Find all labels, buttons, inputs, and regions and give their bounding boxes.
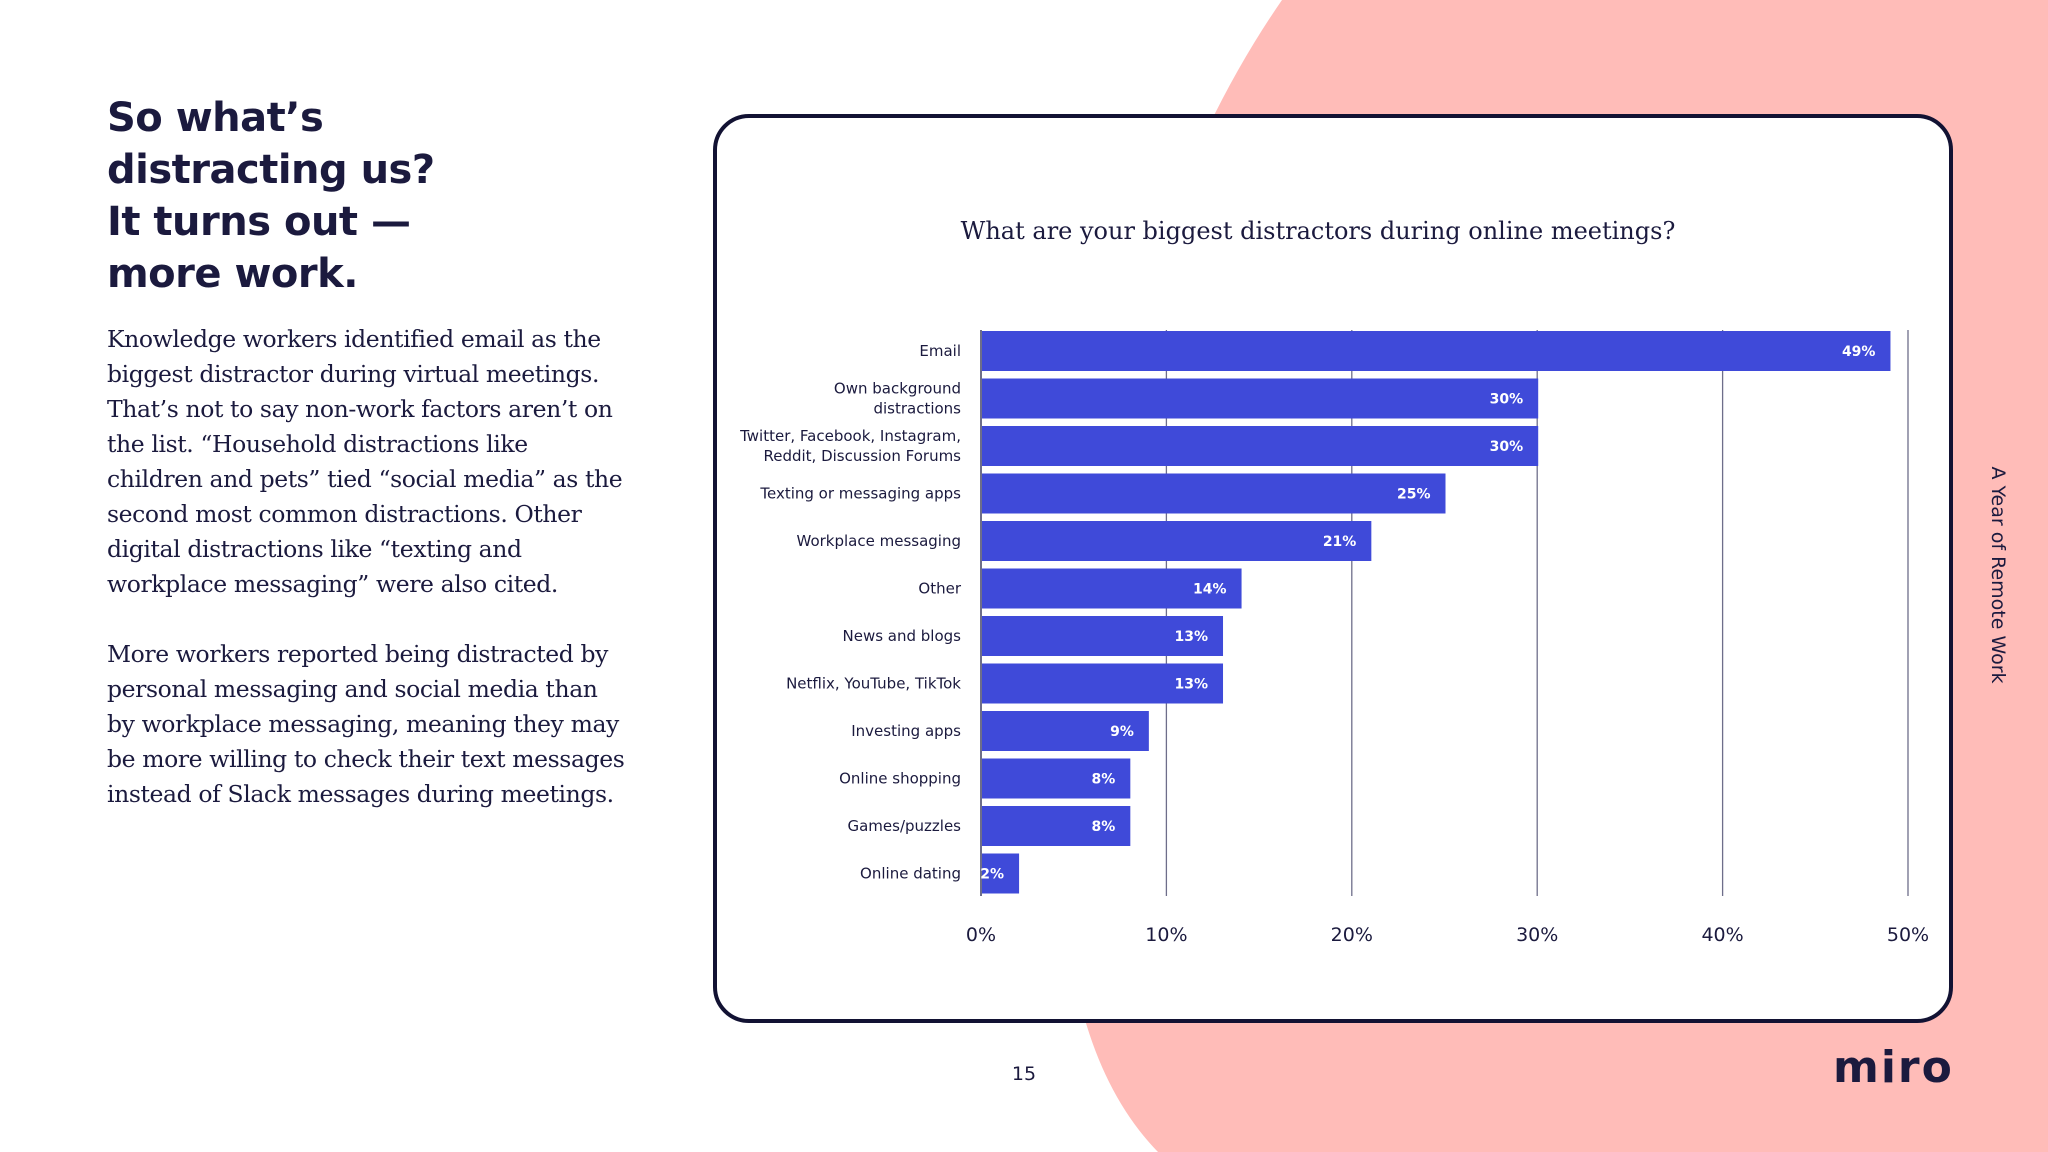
side-label: A Year of Remote Work (1987, 466, 2009, 684)
category-label: Netflix, YouTube, TikTok (786, 675, 961, 693)
bar (982, 426, 1539, 466)
category-label: Own background distractions (834, 380, 961, 418)
category-label: News and blogs (843, 627, 962, 645)
bar-value-label: 49% (1842, 344, 1876, 360)
x-tick-label: 20% (1331, 924, 1373, 946)
bar-value-label: 8% (1092, 819, 1116, 835)
page-number: 15 (1011, 1063, 1037, 1085)
heading-line: It turns out — (107, 199, 411, 245)
category-label: Investing apps (851, 722, 961, 740)
bar (982, 711, 1149, 751)
chart-card (713, 114, 1953, 1023)
chart-title: What are your biggest distractors during… (961, 217, 1676, 245)
bar (982, 663, 1224, 704)
bar-value-label: 21% (1323, 534, 1357, 550)
page-heading: So what’s distracting us? It turns out —… (107, 92, 627, 300)
bar-value-label: 25% (1397, 487, 1431, 503)
x-tick-label: 50% (1887, 924, 1929, 946)
bar (982, 616, 1224, 656)
bar-value-label: 8% (1092, 772, 1116, 788)
body-paragraph-2: More workers reported being distracted b… (107, 640, 625, 808)
body-paragraph-1: Knowledge workers identified email as th… (107, 325, 623, 598)
heading-line: So what’s (107, 95, 324, 141)
bar-value-label: 9% (1110, 724, 1134, 740)
heading-line: more work. (107, 251, 358, 297)
bar-value-label: 2% (980, 867, 1004, 883)
category-label: Other (918, 580, 961, 598)
text-column: So what’s distracting us? It turns out —… (107, 92, 627, 812)
category-label: Online dating (860, 865, 961, 883)
bar (982, 473, 1446, 514)
bar-value-label: 14% (1193, 582, 1227, 598)
bar-value-label: 30% (1490, 439, 1524, 455)
heading-line: distracting us? (107, 147, 435, 193)
category-label: Twitter, Facebook, Instagram, Reddit, Dis… (739, 427, 961, 465)
x-tick-label: 40% (1701, 924, 1743, 946)
x-tick-label: 10% (1145, 924, 1187, 946)
bar (982, 331, 1891, 371)
category-label: Online shopping (839, 770, 961, 788)
category-label: Workplace messaging (797, 532, 962, 550)
bar (982, 853, 1020, 894)
bar (982, 568, 1242, 609)
bar-value-label: 30% (1490, 392, 1524, 408)
bar-value-label: 13% (1175, 629, 1209, 645)
x-tick-label: 0% (966, 924, 996, 946)
bar (982, 378, 1539, 419)
miro-logo: miro (1833, 1042, 1954, 1093)
bar-value-label: 13% (1175, 677, 1209, 693)
bar (982, 521, 1372, 561)
category-label: Texting or messaging apps (759, 485, 961, 503)
bar (982, 758, 1131, 799)
x-tick-label: 30% (1516, 924, 1558, 946)
category-label: Games/puzzles (847, 817, 961, 835)
bar (982, 806, 1131, 846)
category-label: Email (919, 342, 961, 360)
